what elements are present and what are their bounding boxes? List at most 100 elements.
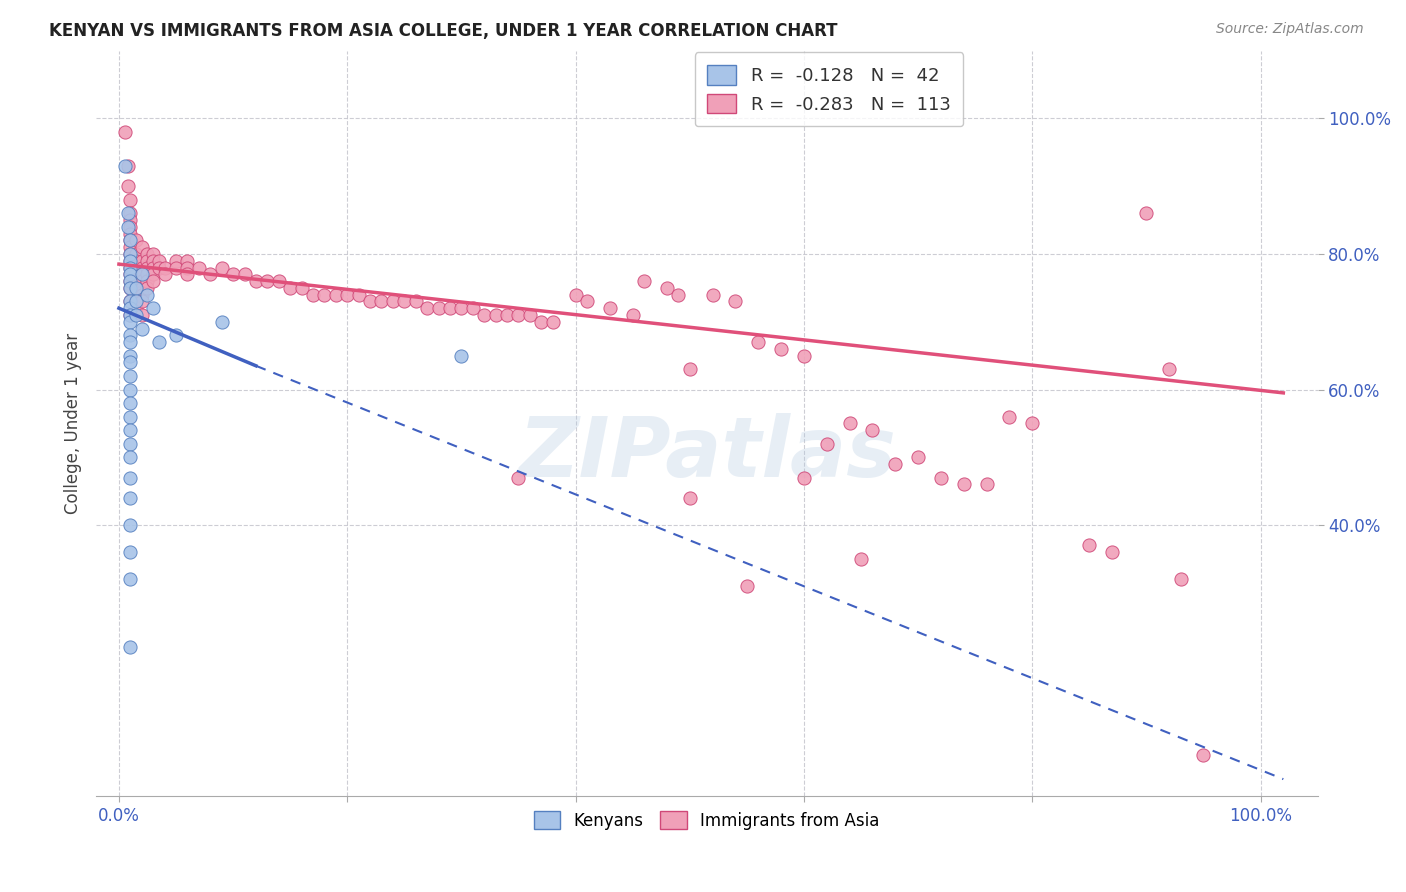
Point xyxy=(120,253,142,268)
Point xyxy=(541,315,564,329)
Point xyxy=(120,328,142,343)
Point xyxy=(679,362,702,376)
Point xyxy=(120,274,142,288)
Point xyxy=(136,281,159,295)
Text: Source: ZipAtlas.com: Source: ZipAtlas.com xyxy=(1216,22,1364,37)
Point xyxy=(120,315,142,329)
Point xyxy=(211,260,233,275)
Point xyxy=(496,308,519,322)
Point xyxy=(148,253,170,268)
Point xyxy=(136,268,159,282)
Point xyxy=(747,334,769,349)
Point xyxy=(1021,417,1043,431)
Point xyxy=(120,334,142,349)
Text: ZIPatlas: ZIPatlas xyxy=(517,413,896,493)
Point xyxy=(120,491,142,505)
Point xyxy=(136,274,159,288)
Point xyxy=(131,268,153,282)
Point xyxy=(117,179,139,194)
Point xyxy=(633,274,655,288)
Point xyxy=(405,294,427,309)
Point xyxy=(125,260,148,275)
Point xyxy=(120,253,142,268)
Point xyxy=(907,450,929,465)
Point xyxy=(117,219,139,234)
Point xyxy=(120,294,142,309)
Point xyxy=(599,301,621,315)
Point xyxy=(120,268,142,282)
Point xyxy=(142,260,165,275)
Point xyxy=(575,294,598,309)
Point xyxy=(1101,545,1123,559)
Point xyxy=(793,470,815,484)
Point xyxy=(131,274,153,288)
Point xyxy=(125,281,148,295)
Point xyxy=(120,640,142,654)
Point xyxy=(120,260,142,275)
Point xyxy=(347,287,370,301)
Point xyxy=(131,287,153,301)
Point xyxy=(125,308,148,322)
Point xyxy=(290,281,312,295)
Y-axis label: College, Under 1 year: College, Under 1 year xyxy=(65,333,82,514)
Point xyxy=(176,253,198,268)
Point xyxy=(884,457,907,471)
Point xyxy=(125,294,148,309)
Point xyxy=(120,193,142,207)
Point xyxy=(838,417,860,431)
Point xyxy=(461,301,484,315)
Point xyxy=(131,308,153,322)
Point xyxy=(176,260,198,275)
Point xyxy=(976,477,998,491)
Point xyxy=(117,206,139,220)
Point xyxy=(136,247,159,261)
Point xyxy=(131,294,153,309)
Point xyxy=(849,552,872,566)
Point xyxy=(148,334,170,349)
Point xyxy=(131,260,153,275)
Point xyxy=(120,234,142,248)
Point xyxy=(120,450,142,465)
Point xyxy=(450,349,472,363)
Point xyxy=(793,349,815,363)
Point xyxy=(508,308,530,322)
Point xyxy=(564,287,586,301)
Point xyxy=(359,294,381,309)
Point xyxy=(120,247,142,261)
Point xyxy=(325,287,347,301)
Point xyxy=(125,253,148,268)
Point xyxy=(125,301,148,315)
Point xyxy=(120,227,142,241)
Point xyxy=(1078,538,1101,552)
Point xyxy=(125,268,148,282)
Point xyxy=(131,321,153,335)
Point xyxy=(485,308,508,322)
Point xyxy=(153,260,176,275)
Point xyxy=(114,125,136,139)
Point xyxy=(222,268,245,282)
Point xyxy=(200,268,222,282)
Point xyxy=(450,301,472,315)
Point xyxy=(120,294,142,309)
Point xyxy=(120,213,142,227)
Point xyxy=(117,159,139,173)
Point xyxy=(120,206,142,220)
Point xyxy=(125,274,148,288)
Point xyxy=(519,308,541,322)
Point xyxy=(120,247,142,261)
Point xyxy=(120,355,142,369)
Point xyxy=(120,308,142,322)
Point xyxy=(125,294,148,309)
Point xyxy=(724,294,747,309)
Point xyxy=(998,409,1021,424)
Point xyxy=(439,301,461,315)
Point xyxy=(655,281,678,295)
Point xyxy=(735,579,758,593)
Point xyxy=(702,287,724,301)
Point xyxy=(131,253,153,268)
Point xyxy=(120,260,142,275)
Point xyxy=(1192,748,1215,763)
Point xyxy=(120,518,142,533)
Point xyxy=(370,294,392,309)
Point xyxy=(114,159,136,173)
